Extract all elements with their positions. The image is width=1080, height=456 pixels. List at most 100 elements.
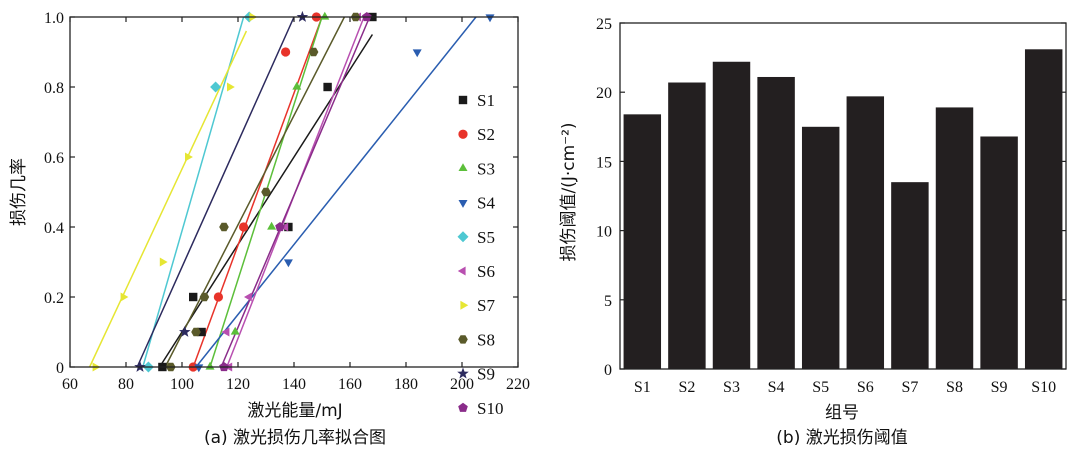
y-tick-label: 1.0 xyxy=(44,10,64,27)
data-point-s8 xyxy=(308,47,319,57)
legend-marker-s4 xyxy=(458,200,468,208)
x-tick-label: 80 xyxy=(118,376,134,393)
x-tick-label: S5 xyxy=(812,379,829,396)
fit-line-s8 xyxy=(164,16,346,368)
bar-s8 xyxy=(935,107,974,369)
legend-marker-s3 xyxy=(458,163,468,171)
legend-marker-s1 xyxy=(458,95,468,105)
legend-marker-s9 xyxy=(457,367,469,379)
bar-s10 xyxy=(1024,49,1063,370)
legend-marker-s7 xyxy=(460,300,469,310)
legend-label-s1: S1 xyxy=(477,91,495,110)
data-point-s9 xyxy=(179,325,191,337)
data-point-s6 xyxy=(280,222,289,232)
panel-a-fit-chart: 损伤几率 激光能量/mJ (a) 激光损伤几率拟合图 60 80 100 120 140… xyxy=(9,10,530,448)
panel-b-x-axis-label: 组号 xyxy=(825,403,859,423)
y-tick-label: 0 xyxy=(604,362,612,379)
data-point-s3 xyxy=(320,11,330,20)
panel-b-plot-frame xyxy=(619,22,1067,370)
panel-b-axes: 0 5 10 15 20 25 S1 S2 S3 S4 S5 S6 S7 S8 S9 S10 xyxy=(596,16,1067,396)
panel-a-data-points xyxy=(92,10,495,373)
y-tick-label: 15 xyxy=(596,154,612,171)
data-point-s7 xyxy=(120,292,129,302)
fit-line-s4 xyxy=(195,16,477,368)
legend-label-s3: S3 xyxy=(477,159,495,178)
x-tick-label: S6 xyxy=(857,379,874,396)
fit-line-s10 xyxy=(220,16,371,368)
data-point-s6 xyxy=(221,327,230,337)
y-tick-label: 0.8 xyxy=(44,80,64,97)
bar-s5 xyxy=(801,126,840,369)
legend-marker-s8 xyxy=(458,335,468,344)
data-point-s3 xyxy=(292,81,302,90)
data-point-s3 xyxy=(205,361,215,370)
data-point-s2 xyxy=(238,222,249,232)
legend-label-s6: S6 xyxy=(477,262,495,281)
legend-label-s7: S7 xyxy=(477,296,495,315)
data-point-s2 xyxy=(213,292,224,302)
y-tick-label: 0.2 xyxy=(44,290,64,307)
panel-a-legend: S1 S2 S3 S4 S5 S6 S7 S8 S9 S10 xyxy=(457,91,503,418)
legend-label-s5: S5 xyxy=(477,228,495,247)
x-tick-label: S10 xyxy=(1031,379,1056,396)
x-tick-label: S7 xyxy=(901,379,918,396)
data-point-s4 xyxy=(485,14,495,23)
fit-line-s5 xyxy=(142,16,245,368)
legend-label-s8: S8 xyxy=(477,330,495,349)
data-point-s1 xyxy=(323,82,332,92)
panel-a-fit-lines xyxy=(88,16,477,368)
bar-s9 xyxy=(980,136,1018,369)
bar-s3 xyxy=(712,61,751,369)
y-tick-label: 10 xyxy=(596,224,612,241)
legend-label-s9: S9 xyxy=(477,365,495,384)
legend-marker-s10 xyxy=(458,402,468,412)
data-point-s8 xyxy=(191,327,201,337)
data-point-s4 xyxy=(412,49,422,58)
panel-b-bars xyxy=(623,49,1063,370)
data-point-s8 xyxy=(199,292,210,302)
x-tick-label: 180 xyxy=(394,376,418,393)
data-point-s6 xyxy=(244,292,252,302)
data-point-s3 xyxy=(267,221,277,230)
data-point-s8 xyxy=(219,222,229,232)
y-tick-label: 20 xyxy=(596,85,612,102)
data-point-s10 xyxy=(275,222,285,232)
x-tick-label: 160 xyxy=(338,376,362,393)
y-tick-label: 5 xyxy=(604,293,612,310)
data-point-s7 xyxy=(185,152,193,162)
panel-a-caption: (a) 激光损伤几率拟合图 xyxy=(204,428,386,448)
panel-a-plot-frame xyxy=(69,16,519,368)
data-point-s7 xyxy=(159,257,168,267)
fit-line-s9 xyxy=(136,16,295,368)
y-tick-label: 25 xyxy=(596,16,612,33)
x-tick-label: 220 xyxy=(506,376,530,393)
panel-a-y-axis-label: 损伤几率 xyxy=(9,158,29,226)
legend-label-s2: S2 xyxy=(477,125,495,144)
x-tick-label: S2 xyxy=(678,379,695,396)
legend-marker-s5 xyxy=(457,231,469,243)
panel-b-y-axis-label: 损伤阈值/(J·cm⁻²) xyxy=(559,122,579,261)
legend-label-s10: S10 xyxy=(477,399,503,418)
x-tick-label: S1 xyxy=(634,379,651,396)
bar-s7 xyxy=(891,182,929,369)
data-point-s3 xyxy=(230,326,240,335)
x-tick-label: 100 xyxy=(170,376,194,393)
y-tick-label: 0.6 xyxy=(44,150,64,167)
fit-line-s1 xyxy=(158,34,374,368)
panel-a-axes: 60 80 100 120 140 160 180 200 220 0 0.2 0.4 0.6 0.8 1.… xyxy=(44,10,530,393)
legend-label-s4: S4 xyxy=(477,194,495,213)
bar-s6 xyxy=(846,96,885,370)
y-tick-label: 0 xyxy=(56,360,64,377)
panel-a-x-axis-label: 激光能量/mJ xyxy=(247,401,342,421)
fit-line-s2 xyxy=(192,16,323,368)
y-tick-label: 0.4 xyxy=(44,220,64,237)
data-point-s2 xyxy=(280,47,291,57)
panel-b-caption: (b) 激光损伤阈值 xyxy=(776,428,907,448)
fit-line-s7 xyxy=(88,30,248,368)
data-point-s1 xyxy=(189,292,198,302)
legend-marker-s2 xyxy=(458,129,468,139)
x-tick-label: S8 xyxy=(946,379,963,396)
data-point-s4 xyxy=(283,259,293,268)
data-point-s5 xyxy=(210,81,222,93)
